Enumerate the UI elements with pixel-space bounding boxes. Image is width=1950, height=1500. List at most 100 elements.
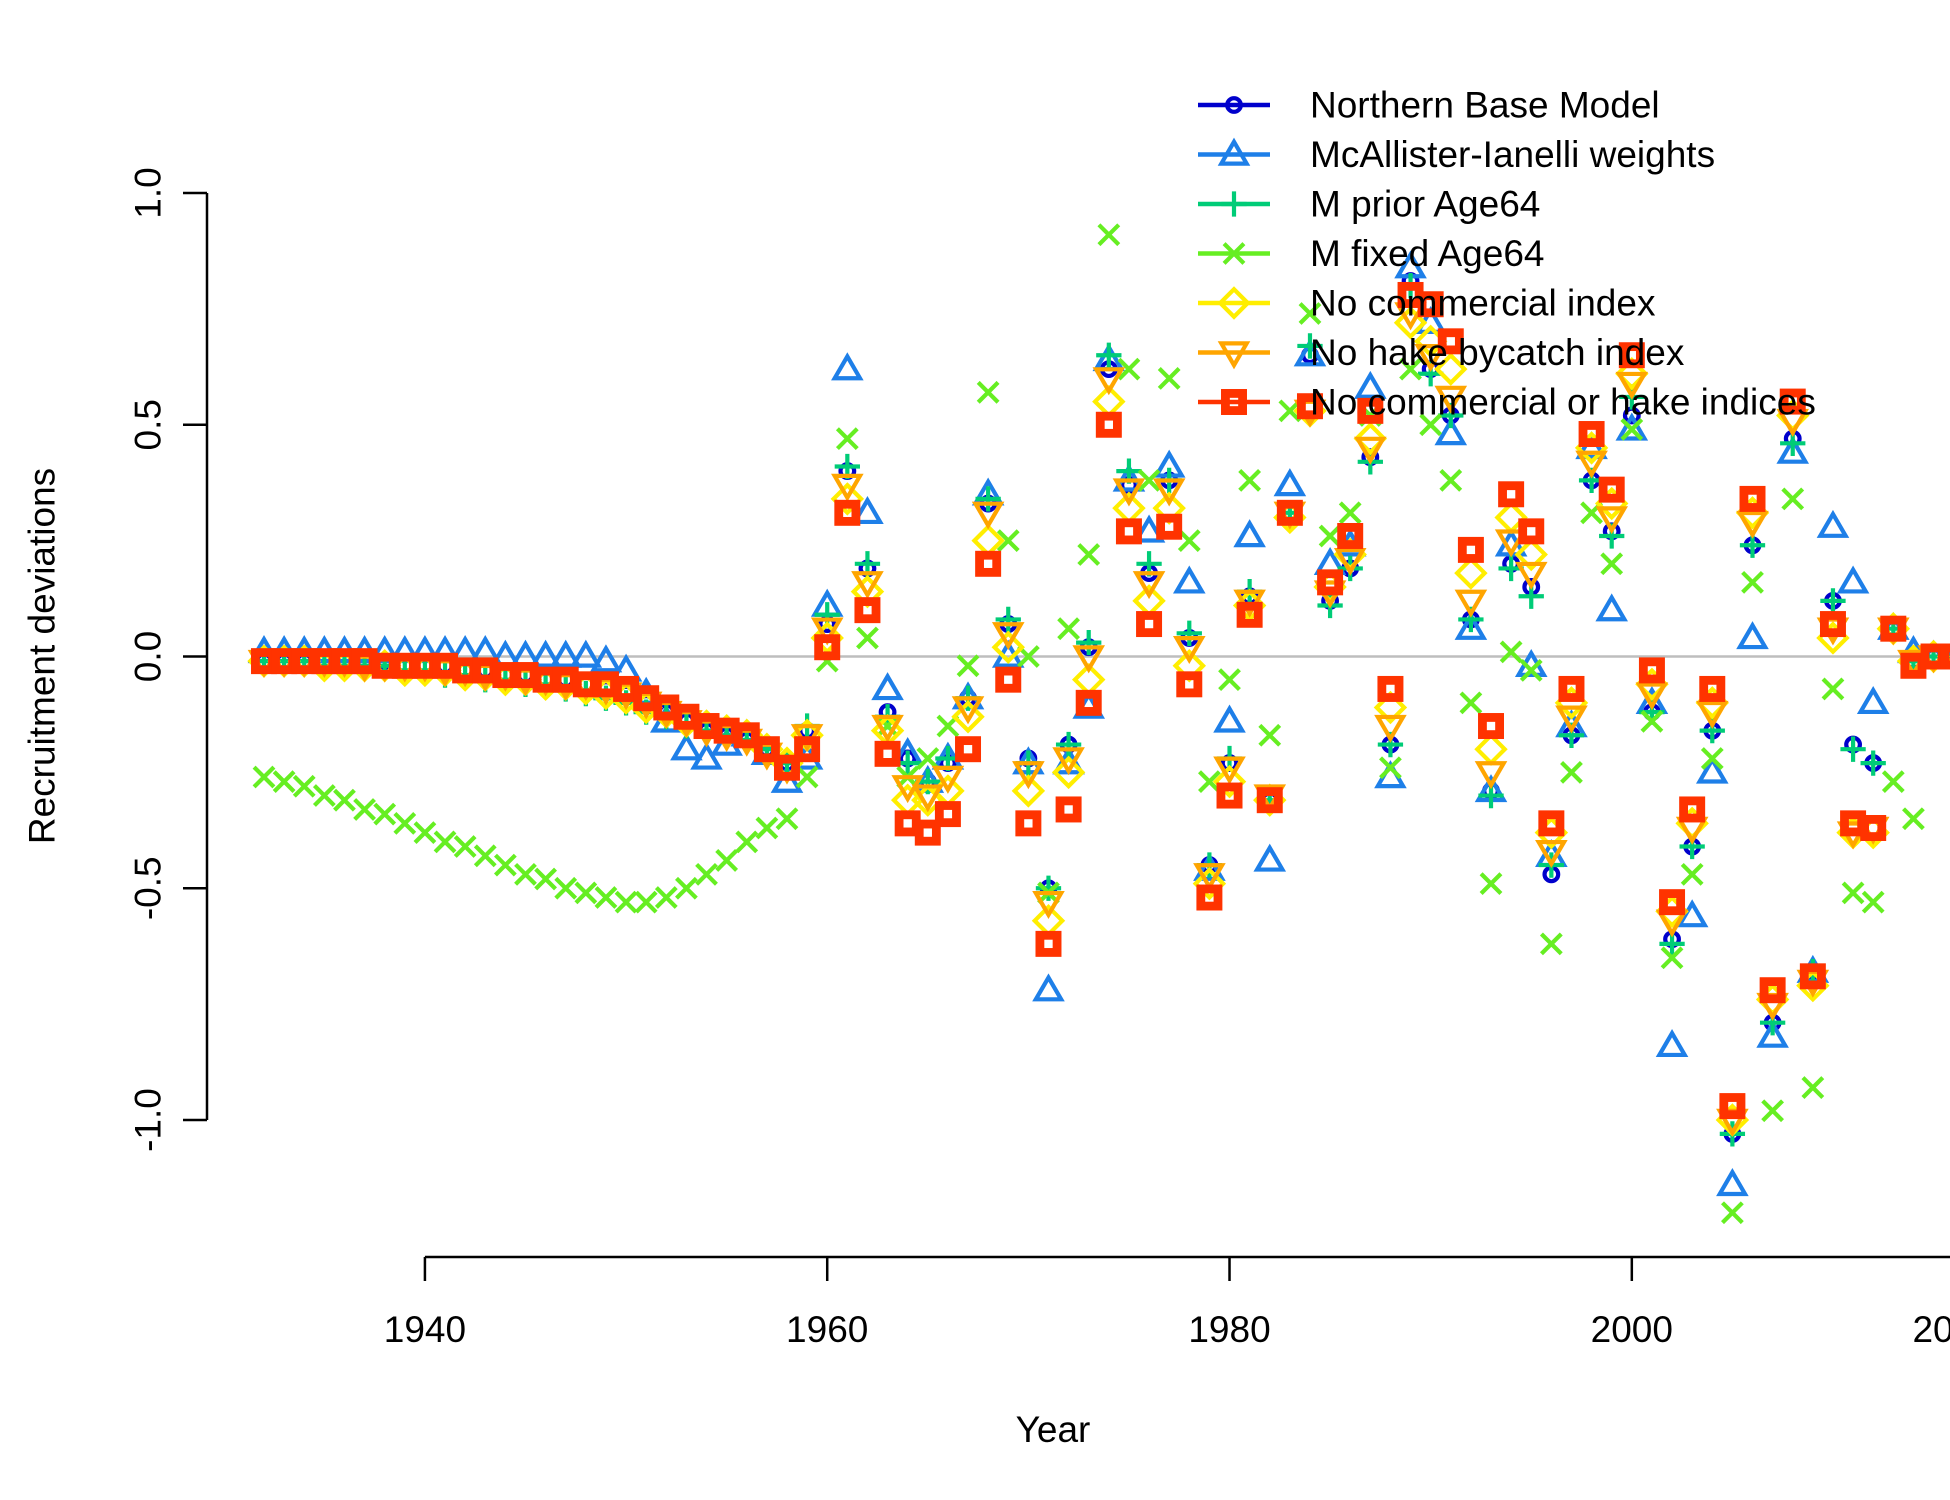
data-point (1880, 615, 1907, 642)
legend-marker (1217, 341, 1251, 370)
data-point (613, 675, 640, 702)
data-point (916, 747, 940, 770)
data-point (1253, 843, 1287, 872)
data-point (695, 862, 718, 886)
data-point (1012, 761, 1045, 790)
data-point (1518, 518, 1545, 545)
data-point (1095, 411, 1122, 438)
data-point (1459, 691, 1483, 715)
data-point (1861, 890, 1885, 914)
data-point (794, 736, 821, 763)
data-point (594, 886, 618, 909)
data-point (1479, 872, 1503, 895)
data-point (735, 830, 759, 854)
data-point (831, 352, 864, 381)
data-point (1035, 875, 1062, 901)
data-point (1454, 556, 1488, 590)
data-point (1051, 755, 1086, 790)
legend-item: No commercial index (1198, 283, 1656, 324)
data-point (991, 630, 1025, 664)
data-point (1716, 1168, 1749, 1197)
data-point (1434, 417, 1468, 446)
legend-label: M prior Age64 (1310, 184, 1540, 225)
data-point (1799, 963, 1826, 990)
data-point (1218, 668, 1241, 692)
data-point (871, 714, 904, 743)
data-point (272, 770, 296, 794)
data-point (1514, 561, 1548, 590)
data-point (931, 765, 965, 794)
x-tick-label: 1980 (1188, 1309, 1270, 1350)
data-point (1318, 524, 1342, 548)
data-point (1233, 519, 1266, 548)
data-point (433, 830, 457, 854)
data-point (1721, 1201, 1744, 1225)
data-point (911, 784, 945, 813)
data-point (333, 788, 356, 812)
data-point (991, 622, 1025, 651)
data-point (1836, 565, 1870, 594)
y-tick-label: -1.0 (128, 1088, 169, 1152)
data-point (1679, 796, 1706, 823)
legend-marker (1217, 286, 1251, 320)
data-point (1860, 815, 1887, 841)
data-point (633, 685, 660, 712)
data-point (1156, 513, 1183, 540)
data-point (1940, 643, 1950, 670)
legend-marker (1225, 96, 1243, 114)
data-point (1152, 478, 1186, 507)
data-point (995, 666, 1022, 693)
data-point (1437, 328, 1464, 355)
data-point (1417, 291, 1444, 318)
data-point (1560, 760, 1583, 784)
data-point (1297, 333, 1323, 359)
data-point (934, 801, 961, 828)
legend-label: M fixed Age64 (1310, 233, 1544, 274)
data-point (1132, 514, 1166, 543)
data-point (1399, 357, 1422, 381)
data-point (1374, 714, 1407, 743)
data-point (353, 798, 376, 821)
data-point (1077, 543, 1101, 566)
y-tick-label: 1.0 (128, 167, 169, 218)
data-point (976, 380, 1000, 404)
data-point (1057, 617, 1080, 641)
data-point (1600, 552, 1624, 576)
data-point (1112, 478, 1146, 507)
data-point (956, 654, 980, 678)
data-point (1276, 499, 1303, 526)
data-point (1578, 421, 1605, 448)
data-point (1439, 468, 1463, 492)
data-points (247, 223, 1950, 1225)
data-point (1035, 930, 1062, 957)
data-point (1539, 932, 1563, 956)
data-point (971, 523, 1005, 558)
data-point (1680, 862, 1704, 886)
data-point (1756, 1019, 1789, 1048)
series-4 (252, 223, 1925, 1225)
data-point (634, 890, 658, 914)
data-point (1700, 747, 1724, 770)
y-axis: -1.0 -0.5 0.0 0.5 1.0 (128, 167, 209, 1152)
data-point (1739, 485, 1766, 512)
data-point (1595, 506, 1629, 535)
series-7 (251, 281, 1950, 1120)
data-point (1172, 636, 1206, 665)
data-point (851, 571, 884, 600)
x-axis-title: Year (1016, 1409, 1091, 1450)
data-point (1414, 344, 1447, 373)
data-point (1635, 682, 1669, 711)
legend: Northern Base Model McAllister-Ianelli we… (1198, 85, 1816, 423)
data-point (589, 644, 623, 673)
data-point (1419, 413, 1443, 437)
data-point (549, 639, 583, 668)
data-point (1117, 357, 1141, 381)
x-tick-label: 1960 (786, 1309, 868, 1350)
x-axis: 1940 1960 1980 2000 2016 (384, 1255, 1950, 1350)
data-point (1615, 412, 1649, 441)
data-point (690, 741, 723, 770)
data-point (534, 867, 557, 891)
data-point (1273, 468, 1307, 497)
data-point (1377, 675, 1404, 702)
data-point (1781, 487, 1805, 511)
